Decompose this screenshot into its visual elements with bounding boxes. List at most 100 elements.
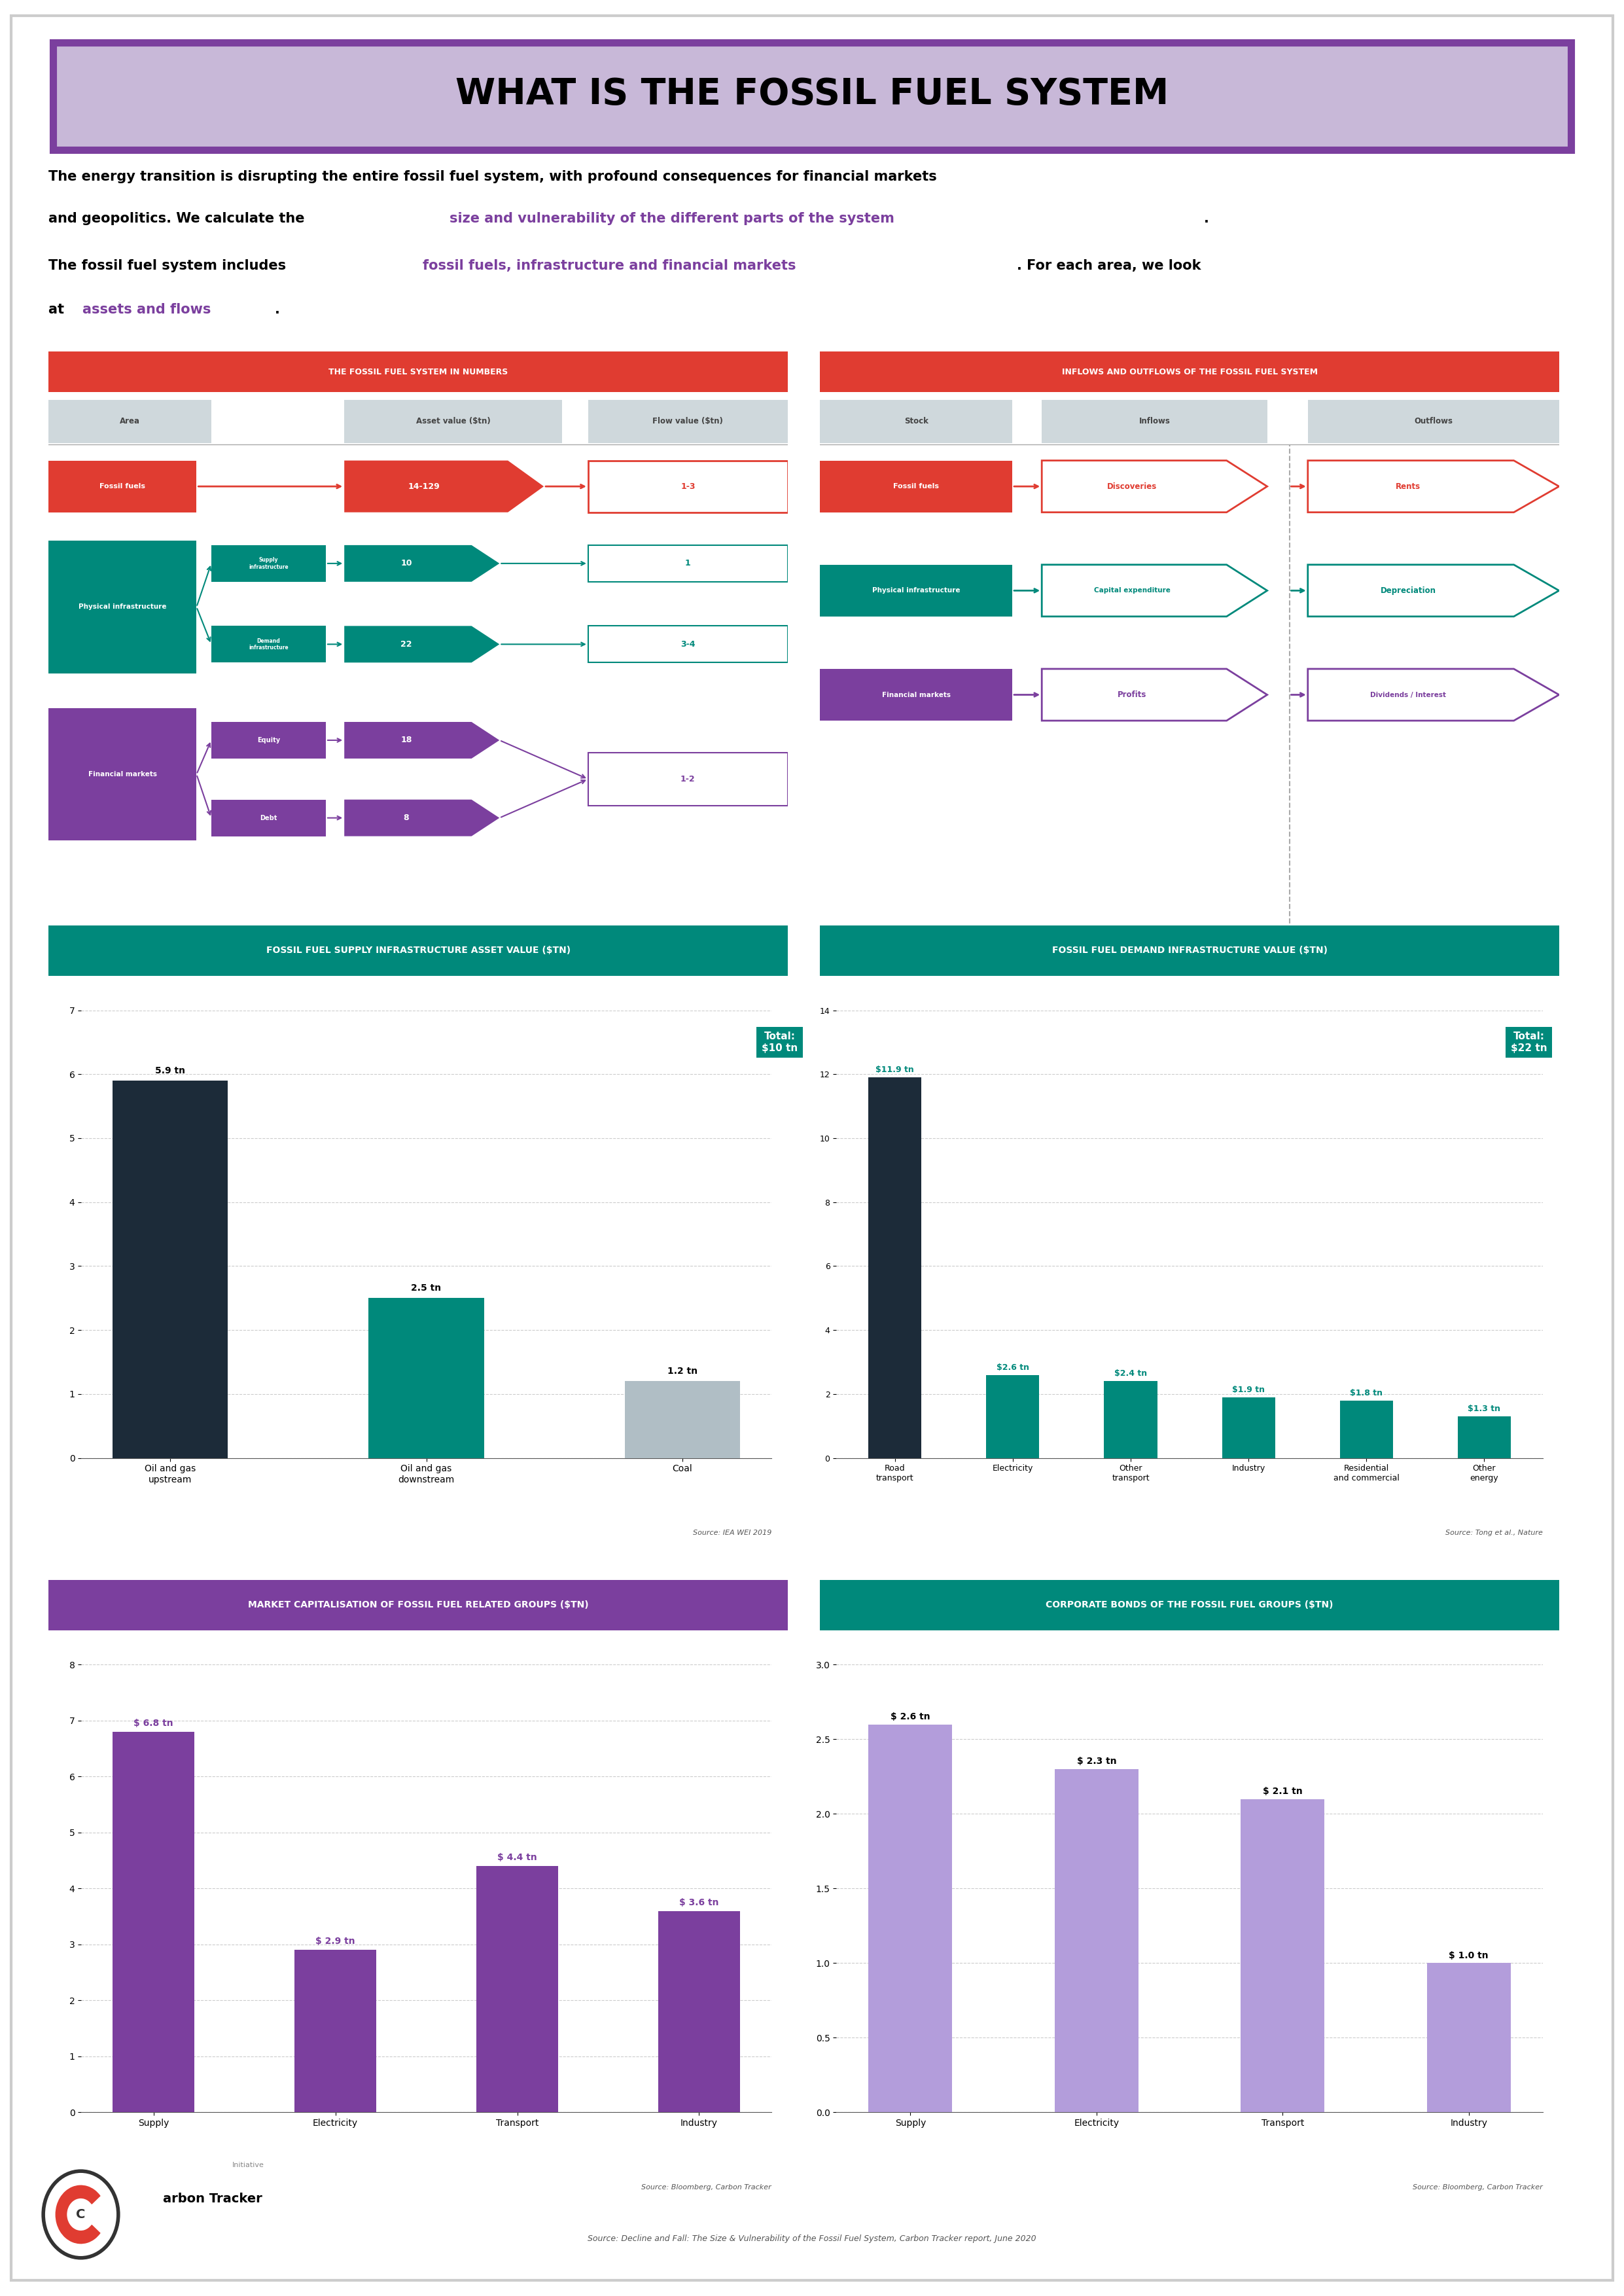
Text: 1-3: 1-3 [680, 482, 695, 491]
Text: CORPORATE BONDS OF THE FOSSIL FUEL GROUPS ($TN): CORPORATE BONDS OF THE FOSSIL FUEL GROUP… [1046, 1600, 1333, 1609]
Text: Discoveries: Discoveries [1108, 482, 1156, 491]
Text: size and vulnerability of the different parts of the system: size and vulnerability of the different … [450, 211, 895, 225]
Text: assets and flows: assets and flows [83, 303, 211, 317]
FancyBboxPatch shape [211, 799, 326, 836]
Text: Demand
infrastructure: Demand infrastructure [248, 638, 289, 650]
Text: and geopolitics. We calculate the: and geopolitics. We calculate the [49, 211, 310, 225]
Text: fossil fuels, infrastructure and financial markets: fossil fuels, infrastructure and financi… [422, 259, 796, 273]
Text: 1: 1 [685, 560, 690, 567]
Bar [1458, 1417, 1510, 1458]
FancyBboxPatch shape [49, 400, 211, 443]
Text: $2.6 tn: $2.6 tn [997, 1364, 1030, 1371]
FancyBboxPatch shape [588, 753, 788, 806]
Text: $ 4.4 tn: $ 4.4 tn [497, 1853, 538, 1862]
Bar [112, 1081, 227, 1458]
FancyBboxPatch shape [820, 351, 1559, 393]
Bar [369, 1297, 484, 1458]
Text: 10: 10 [401, 560, 412, 567]
Bar [112, 1731, 195, 2112]
FancyBboxPatch shape [1307, 400, 1559, 443]
Bar [476, 1867, 559, 2112]
Text: Rents: Rents [1395, 482, 1421, 491]
Bar [625, 1382, 741, 1458]
Text: $11.9 tn: $11.9 tn [875, 1065, 914, 1075]
Text: FOSSIL FUEL SUPPLY INFRASTRUCTURE ASSET VALUE ($TN): FOSSIL FUEL SUPPLY INFRASTRUCTURE ASSET … [266, 946, 570, 955]
FancyBboxPatch shape [49, 351, 788, 393]
Bar [658, 1910, 741, 2112]
FancyBboxPatch shape [588, 400, 788, 443]
Text: Capital expenditure: Capital expenditure [1093, 588, 1171, 595]
Text: The energy transition is disrupting the entire fossil fuel system, with profound: The energy transition is disrupting the … [49, 170, 937, 184]
Wedge shape [55, 2186, 101, 2243]
Text: Asset value ($tn): Asset value ($tn) [416, 418, 490, 425]
Polygon shape [344, 721, 500, 758]
Text: Physical infrastructure: Physical infrastructure [78, 604, 167, 611]
FancyBboxPatch shape [49, 461, 197, 512]
Text: Depreciation: Depreciation [1380, 585, 1436, 595]
Text: $ 1.0 tn: $ 1.0 tn [1449, 1952, 1489, 1961]
Bar [1054, 1768, 1138, 2112]
Polygon shape [344, 627, 500, 664]
Polygon shape [1043, 565, 1267, 618]
Text: Fossil fuels: Fossil fuels [99, 482, 146, 489]
FancyBboxPatch shape [820, 925, 1559, 976]
Text: Financial markets: Financial markets [88, 771, 158, 778]
Text: Equity: Equity [257, 737, 279, 744]
Text: 5.9 tn: 5.9 tn [156, 1065, 185, 1075]
Text: Inflows: Inflows [1138, 418, 1171, 425]
Text: 1.2 tn: 1.2 tn [667, 1366, 697, 1375]
Bar [1340, 1401, 1393, 1458]
Text: Physical infrastructure: Physical infrastructure [872, 588, 960, 595]
Text: $ 2.3 tn: $ 2.3 tn [1077, 1756, 1116, 1766]
Text: Financial markets: Financial markets [882, 691, 950, 698]
FancyBboxPatch shape [54, 44, 1570, 149]
Text: FOSSIL FUEL DEMAND INFRASTRUCTURE VALUE ($TN): FOSSIL FUEL DEMAND INFRASTRUCTURE VALUE … [1052, 946, 1327, 955]
Text: 22: 22 [401, 641, 412, 647]
Bar [1427, 1963, 1510, 2112]
Text: $ 3.6 tn: $ 3.6 tn [679, 1899, 719, 1908]
Text: $ 2.9 tn: $ 2.9 tn [315, 1938, 356, 1947]
Text: Stock: Stock [905, 418, 929, 425]
Text: 1-2: 1-2 [680, 774, 695, 783]
Text: Debt: Debt [260, 815, 278, 822]
Bar [1104, 1382, 1158, 1458]
FancyBboxPatch shape [588, 544, 788, 581]
Polygon shape [344, 799, 500, 836]
Text: $1.3 tn: $1.3 tn [1468, 1405, 1501, 1412]
FancyBboxPatch shape [820, 565, 1012, 618]
Text: 2.5 tn: 2.5 tn [411, 1283, 442, 1293]
Text: MARKET CAPITALISATION OF FOSSIL FUEL RELATED GROUPS ($TN): MARKET CAPITALISATION OF FOSSIL FUEL REL… [248, 1600, 588, 1609]
FancyBboxPatch shape [49, 540, 197, 673]
Text: Initiative: Initiative [232, 2161, 263, 2167]
Polygon shape [1307, 461, 1559, 512]
FancyBboxPatch shape [49, 925, 788, 976]
Text: Source: Decline and Fall: The Size & Vulnerability of the Fossil Fuel System, Ca: Source: Decline and Fall: The Size & Vul… [588, 2234, 1036, 2243]
Text: Fossil fuels: Fossil fuels [893, 482, 939, 489]
Text: Source: Tong et al., Nature: Source: Tong et al., Nature [1445, 1529, 1543, 1536]
FancyBboxPatch shape [588, 461, 788, 512]
Text: $ 6.8 tn: $ 6.8 tn [133, 1720, 174, 1729]
Text: Source: Bloomberg, Carbon Tracker: Source: Bloomberg, Carbon Tracker [641, 2183, 771, 2190]
FancyBboxPatch shape [344, 400, 562, 443]
FancyBboxPatch shape [211, 721, 326, 758]
Text: The fossil fuel system includes: The fossil fuel system includes [49, 259, 291, 273]
Text: Outflows: Outflows [1415, 418, 1453, 425]
Text: .: . [274, 303, 279, 317]
Text: Total:
$22 tn: Total: $22 tn [1510, 1031, 1548, 1054]
Text: $ 2.6 tn: $ 2.6 tn [890, 1713, 931, 1722]
FancyBboxPatch shape [820, 1580, 1559, 1630]
Text: Total:
$10 tn: Total: $10 tn [762, 1031, 797, 1054]
Text: Flow value ($tn): Flow value ($tn) [653, 418, 723, 425]
Text: 18: 18 [401, 737, 412, 744]
Polygon shape [1307, 668, 1559, 721]
Text: Dividends / Interest: Dividends / Interest [1371, 691, 1447, 698]
FancyBboxPatch shape [588, 627, 788, 664]
FancyBboxPatch shape [820, 461, 1012, 512]
Text: Source: Bloomberg, IEA, Tong et al., Carbon Tracker: Source: Bloomberg, IEA, Tong et al., Car… [341, 951, 495, 957]
FancyBboxPatch shape [211, 627, 326, 664]
Bar [1221, 1398, 1275, 1458]
Polygon shape [1307, 565, 1559, 618]
Polygon shape [1043, 668, 1267, 721]
Bar [1241, 1800, 1325, 2112]
Bar [294, 1949, 377, 2112]
